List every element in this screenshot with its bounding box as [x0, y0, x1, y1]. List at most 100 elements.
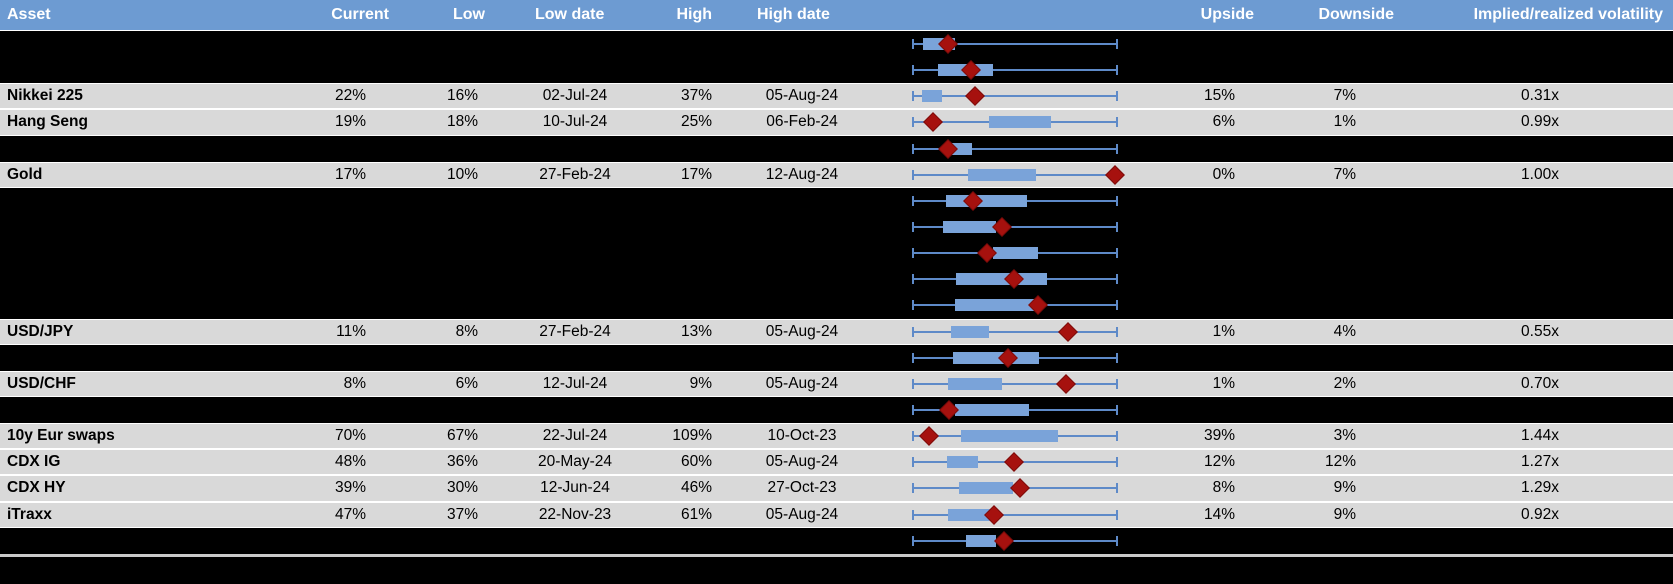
current-level-diamond-icon	[994, 530, 1014, 551]
table-row: CDX IG 48% 36% 20-May-24 60% 05-Aug-24 1…	[0, 449, 1673, 476]
whisker-cap-left	[912, 91, 914, 102]
upside-value: 0%	[1212, 165, 1235, 183]
current-value: 22%	[334, 87, 366, 105]
asset-name: USD/JPY	[7, 322, 74, 340]
implied-realized-value: 0.55x	[1521, 322, 1559, 340]
iqr-box	[950, 325, 989, 338]
asset-name: Nikkei 225	[7, 87, 83, 105]
iqr-box	[946, 456, 978, 469]
downside-value: 7%	[1333, 165, 1356, 183]
whisker-line	[912, 382, 1118, 385]
high-date: 05-Aug-24	[765, 505, 839, 523]
high-date: 06-Feb-24	[766, 113, 838, 131]
asset-name: Hang Seng	[7, 113, 88, 131]
low-value: 30%	[446, 479, 478, 497]
low-value: 37%	[446, 505, 478, 523]
range-boxplot	[890, 240, 1140, 266]
upside-value: 12%	[1203, 453, 1235, 471]
range-boxplot	[890, 266, 1140, 292]
table-row	[0, 292, 1673, 319]
range-boxplot	[890, 83, 1140, 109]
range-boxplot	[890, 397, 1140, 423]
table-row	[0, 344, 1673, 371]
whisker-cap-left	[912, 248, 914, 259]
upside-value: 15%	[1203, 87, 1235, 105]
upside-value: 39%	[1203, 427, 1235, 445]
whisker-line	[912, 513, 1118, 516]
range-boxplot	[890, 502, 1140, 528]
range-boxplot	[890, 31, 1140, 57]
whisker-cap-right	[1116, 221, 1118, 232]
iqr-box	[947, 377, 1003, 390]
low-date: 22-Jul-24	[542, 427, 608, 445]
bottom-divider-line	[0, 554, 1673, 557]
range-boxplot	[890, 57, 1140, 83]
whisker-line	[912, 69, 1118, 72]
implied-realized-value: 0.31x	[1521, 87, 1559, 105]
whisker-cap-right	[1116, 195, 1118, 206]
table-row	[0, 57, 1673, 84]
downside-value: 3%	[1333, 427, 1356, 445]
whisker-cap-left	[912, 457, 914, 468]
whisker-line	[912, 95, 1118, 98]
whisker-cap-left	[912, 326, 914, 337]
downside-value: 9%	[1333, 479, 1356, 497]
asset-name: CDX IG	[7, 453, 61, 471]
low-date: 10-Jul-24	[542, 113, 608, 131]
table-header: Asset Current Low Low date High High dat…	[0, 0, 1673, 30]
implied-realized-value: 1.44x	[1521, 427, 1559, 445]
table-row: CDX HY 39% 30% 12-Jun-24 46% 27-Oct-23 8…	[0, 475, 1673, 502]
whisker-cap-right	[1116, 274, 1118, 285]
iqr-box	[953, 351, 1039, 364]
low-date: 27-Feb-24	[539, 322, 611, 340]
table-row	[0, 135, 1673, 162]
whisker-cap-left	[912, 143, 914, 154]
table-row: 10y Eur swaps 70% 67% 22-Jul-24 109% 10-…	[0, 423, 1673, 450]
high-value: 37%	[680, 87, 712, 105]
whisker-cap-right	[1116, 535, 1118, 546]
range-boxplot	[890, 292, 1140, 318]
whisker-cap-right	[1116, 509, 1118, 520]
whisker-cap-right	[1116, 483, 1118, 494]
current-value: 17%	[334, 165, 366, 183]
table-row	[0, 240, 1673, 267]
table-row	[0, 527, 1673, 554]
whisker-cap-left	[912, 535, 914, 546]
column-header-high: High	[676, 6, 712, 23]
whisker-cap-right	[1116, 326, 1118, 337]
high-value: 60%	[680, 453, 712, 471]
whisker-cap-right	[1116, 39, 1118, 49]
iqr-box	[968, 168, 1037, 181]
range-boxplot	[890, 109, 1140, 135]
whisker-line	[912, 330, 1118, 333]
high-date: 05-Aug-24	[765, 322, 839, 340]
whisker-cap-left	[912, 509, 914, 520]
implied-realized-value: 1.27x	[1521, 453, 1559, 471]
high-date: 05-Aug-24	[765, 453, 839, 471]
whisker-cap-left	[912, 274, 914, 285]
range-boxplot	[890, 188, 1140, 214]
upside-value: 8%	[1212, 479, 1235, 497]
iqr-box	[988, 116, 1052, 129]
whisker-cap-right	[1116, 457, 1118, 468]
whisker-cap-left	[912, 169, 914, 180]
range-boxplot	[890, 214, 1140, 240]
current-value: 11%	[336, 322, 366, 340]
high-value: 109%	[672, 427, 712, 445]
column-header-upside: Upside	[1200, 6, 1254, 23]
table-row: Hang Seng 19% 18% 10-Jul-24 25% 06-Feb-2…	[0, 109, 1673, 136]
iqr-box	[961, 430, 1058, 443]
low-value: 16%	[446, 87, 478, 105]
column-header-asset: Asset	[7, 6, 51, 23]
column-header-high-date: High date	[757, 6, 830, 23]
iqr-box	[922, 90, 943, 103]
whisker-cap-left	[912, 352, 914, 363]
high-value: 25%	[680, 113, 712, 131]
whisker-cap-left	[912, 117, 914, 128]
downside-value: 7%	[1333, 87, 1356, 105]
whisker-cap-right	[1116, 300, 1118, 311]
upside-value: 1%	[1212, 322, 1235, 340]
whisker-line	[912, 43, 1118, 45]
whisker-cap-left	[912, 39, 914, 49]
